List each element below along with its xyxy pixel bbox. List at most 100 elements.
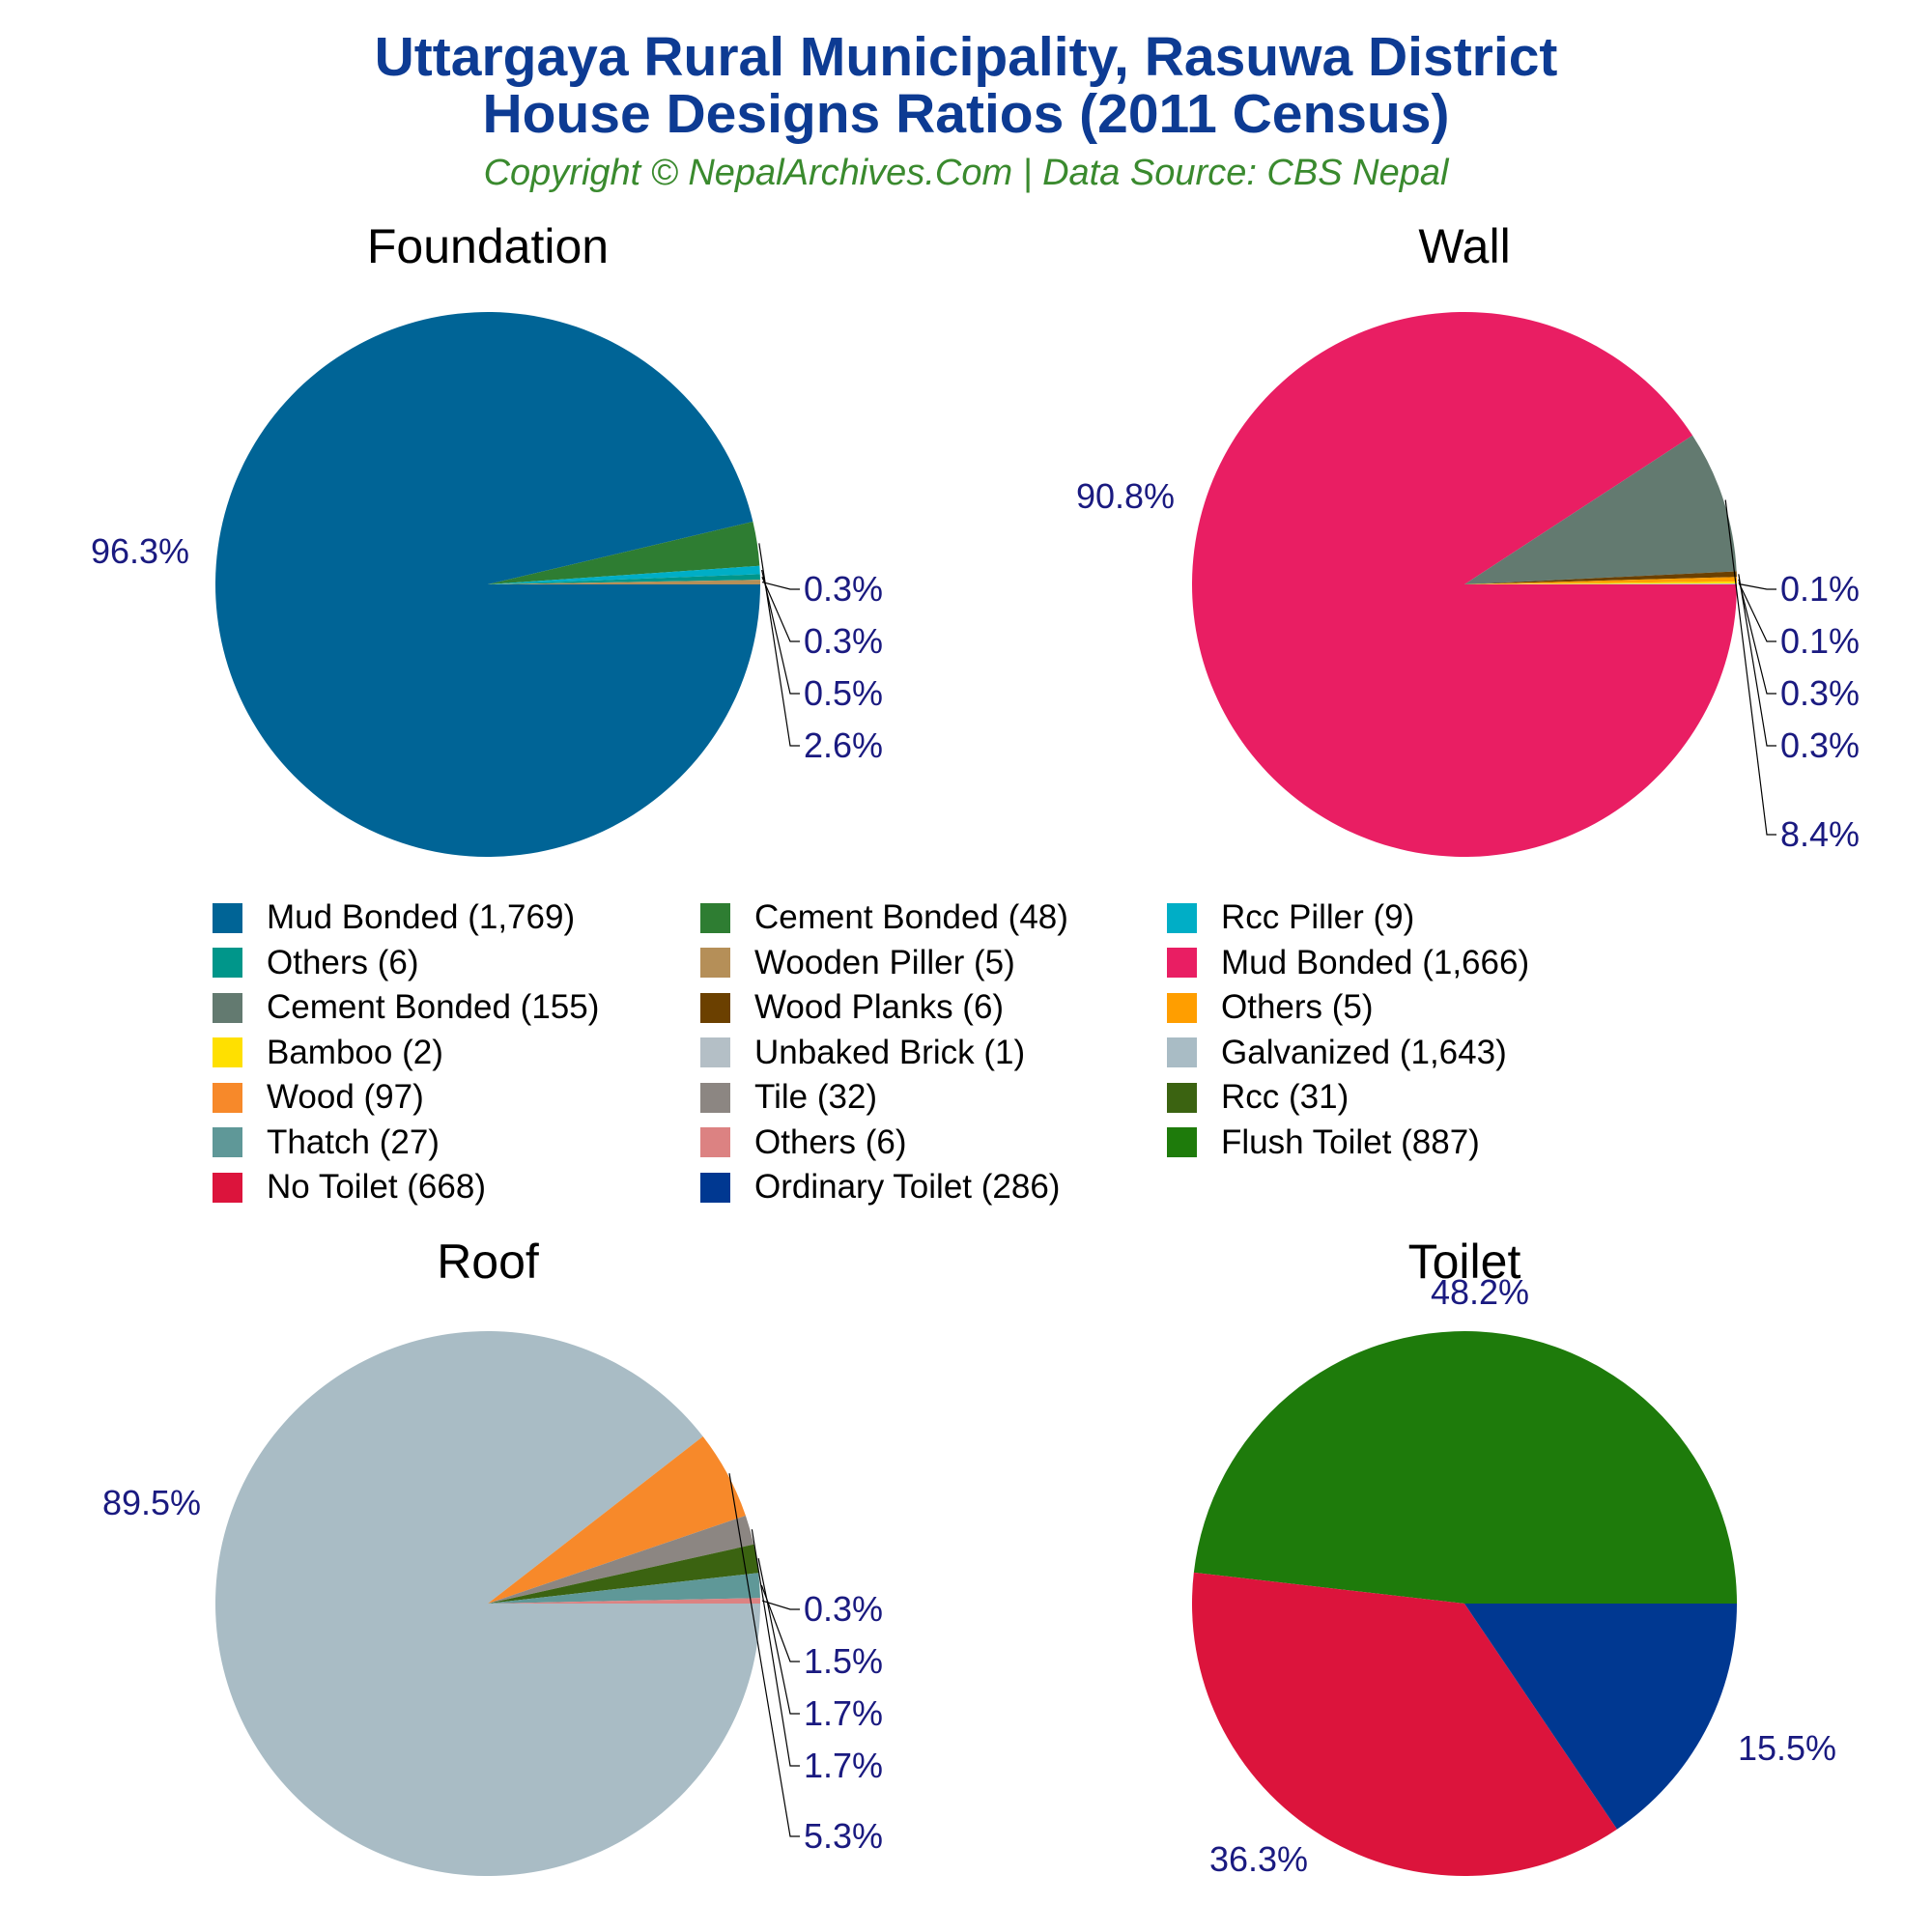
slice-roof-galvanized-1-643 xyxy=(214,1331,760,1877)
pct-label-foundation-rcc-piller-9: 0.5% xyxy=(804,673,883,713)
legend-item-rcc-piller-9: Rcc Piller (9) xyxy=(1167,898,1414,937)
slice-wall-mud-bonded-1-666 xyxy=(1192,311,1737,857)
leader-line-wall-wood-planks-6 xyxy=(1738,574,1776,747)
legend-label: No Toilet (668) xyxy=(267,1168,486,1206)
legend-label: Wooden Piller (5) xyxy=(754,943,1015,981)
legend-item-wood-planks-6: Wood Planks (6) xyxy=(700,988,1004,1027)
leader-line-wall-bamboo-2 xyxy=(1738,582,1776,642)
slice-roof-thatch-27 xyxy=(488,1573,760,1604)
slice-wall-others-5 xyxy=(1464,577,1737,584)
legend-item-wooden-piller-5: Wooden Piller (5) xyxy=(700,944,1015,982)
legend-item-no-toilet-668: No Toilet (668) xyxy=(213,1168,486,1207)
pct-label-toilet-ordinary-toilet-286: 15.5% xyxy=(1738,1728,1836,1768)
slice-foundation-cement-bonded-48 xyxy=(488,522,760,584)
leader-line-foundation-others-6 xyxy=(761,576,800,642)
legend-swatch xyxy=(700,902,730,933)
pct-label-wall-wood-planks-6: 0.3% xyxy=(1780,725,1860,765)
legend-item-others-5: Others (5) xyxy=(1167,988,1374,1027)
pct-label-roof-tile-32: 1.7% xyxy=(804,1746,883,1785)
legend-swatch xyxy=(213,1172,242,1203)
slice-wall-wood-planks-6 xyxy=(1464,571,1737,584)
legend-label: Others (5) xyxy=(1221,988,1374,1026)
leader-line-foundation-rcc-piller-9 xyxy=(761,569,800,695)
slice-foundation-wooden-piller-5 xyxy=(488,580,760,584)
legend-swatch xyxy=(213,992,242,1023)
slice-roof-wood-97 xyxy=(488,1435,746,1604)
legend-item-thatch-27: Thatch (27) xyxy=(213,1123,440,1162)
legend-item-cement-bonded-155: Cement Bonded (155) xyxy=(213,988,599,1027)
leader-line-roof-rcc-31 xyxy=(757,1557,800,1715)
pie-title-wall: Wall xyxy=(1418,219,1510,273)
legend-swatch xyxy=(213,948,242,978)
leader-line-wall-cement-bonded-155 xyxy=(1724,499,1776,836)
pct-label-foundation-others-6: 0.3% xyxy=(804,621,883,661)
legend-label: Bamboo (2) xyxy=(267,1033,443,1071)
pct-label-roof-galvanized-1-643: 89.5% xyxy=(102,1483,201,1522)
slice-foundation-others-6 xyxy=(488,574,760,584)
pct-label-roof-wood-97: 5.3% xyxy=(804,1816,883,1856)
slice-toilet-flush-toilet-887 xyxy=(1193,1330,1737,1604)
chart-subtitle: Copyright © NepalArchives.Com | Data Sou… xyxy=(483,153,1449,193)
chart-title-line-1: Uttargaya Rural Municipality, Rasuwa Dis… xyxy=(374,26,1558,88)
legend-swatch xyxy=(700,1172,730,1203)
slice-roof-tile-32 xyxy=(488,1516,754,1604)
legend-item-cement-bonded-48: Cement Bonded (48) xyxy=(700,898,1068,937)
slice-foundation-mud-bonded-1-769 xyxy=(214,311,761,857)
leader-line-foundation-cement-bonded-48 xyxy=(758,543,800,747)
slice-toilet-no-toilet-668 xyxy=(1191,1572,1617,1877)
pct-label-toilet-flush-toilet-887: 48.2% xyxy=(1431,1272,1529,1312)
legend-swatch xyxy=(700,1037,730,1067)
pct-label-roof-others-6: 0.3% xyxy=(804,1589,883,1629)
legend-label: Mud Bonded (1,666) xyxy=(1221,943,1530,981)
legend-swatch xyxy=(213,1127,242,1157)
pct-label-toilet-no-toilet-668: 36.3% xyxy=(1209,1839,1308,1879)
legend-swatch xyxy=(1167,1037,1197,1067)
legend-label: Galvanized (1,643) xyxy=(1221,1033,1507,1071)
legend-item-flush-toilet-887: Flush Toilet (887) xyxy=(1167,1123,1480,1162)
legend-label: Ordinary Toilet (286) xyxy=(754,1168,1061,1206)
legend-label: Others (6) xyxy=(754,1122,907,1161)
pct-label-wall-mud-bonded-1-666: 90.8% xyxy=(1076,476,1175,516)
legend-label: Rcc (31) xyxy=(1221,1078,1350,1116)
slice-roof-others-6 xyxy=(488,1598,760,1604)
legend-label: Mud Bonded (1,769) xyxy=(267,898,576,936)
legend-item-tile-32: Tile (32) xyxy=(700,1078,877,1117)
leader-line-roof-thatch-27 xyxy=(760,1584,800,1662)
pie-foundation: Foundation 96.3% 0.3% 0.3% 0.5% 2.6% xyxy=(91,219,883,857)
legend-label: Wood Planks (6) xyxy=(754,988,1005,1026)
legend-label: Tile (32) xyxy=(754,1078,878,1116)
legend-label: Unbaked Brick (1) xyxy=(754,1033,1026,1071)
legend-item-mud-bonded-1-666: Mud Bonded (1,666) xyxy=(1167,944,1529,982)
legend-item-galvanized-1-643: Galvanized (1,643) xyxy=(1167,1034,1507,1072)
pct-label-wall-unbaked-brick-1: 0.1% xyxy=(1780,569,1860,609)
pie-wall: Wall 90.8% 0.1% 0.1% 0.3% 0.3% 8.4% xyxy=(1076,219,1860,857)
legend-label: Others (6) xyxy=(267,943,419,981)
legend-item-mud-bonded-1-769: Mud Bonded (1,769) xyxy=(213,898,575,937)
slice-toilet-ordinary-toilet-286 xyxy=(1464,1604,1737,1830)
slice-roof-rcc-31 xyxy=(488,1544,759,1604)
slice-foundation-rcc-piller-9 xyxy=(488,565,760,584)
leader-line-foundation-wooden-piller-5 xyxy=(761,582,800,590)
pct-label-wall-cement-bonded-155: 8.4% xyxy=(1780,814,1860,854)
legend-swatch xyxy=(700,948,730,978)
legend-swatch xyxy=(213,1082,242,1113)
legend-swatch xyxy=(1167,948,1197,978)
leader-line-roof-others-6 xyxy=(761,1600,800,1610)
legend-swatch xyxy=(700,1082,730,1113)
leader-line-roof-tile-32 xyxy=(751,1529,800,1767)
legend-swatch xyxy=(1167,992,1197,1023)
legend-item-ordinary-toilet-286: Ordinary Toilet (286) xyxy=(700,1168,1060,1207)
pct-label-roof-rcc-31: 1.7% xyxy=(804,1693,883,1733)
legend-label: Rcc Piller (9) xyxy=(1221,898,1415,936)
legend-swatch xyxy=(700,1127,730,1157)
legend-label: Wood (97) xyxy=(267,1078,424,1116)
chart-title-line-2: House Designs Ratios (2011 Census) xyxy=(482,83,1450,145)
legend-swatch xyxy=(1167,902,1197,933)
legend-label: Flush Toilet (887) xyxy=(1221,1122,1480,1161)
legend-swatch xyxy=(700,992,730,1023)
legend-item-unbaked-brick-1: Unbaked Brick (1) xyxy=(700,1034,1025,1072)
slice-wall-unbaked-brick-1 xyxy=(1464,583,1738,584)
legend-label: Cement Bonded (155) xyxy=(267,988,600,1026)
pct-label-foundation-wooden-piller-5: 0.3% xyxy=(804,569,883,609)
